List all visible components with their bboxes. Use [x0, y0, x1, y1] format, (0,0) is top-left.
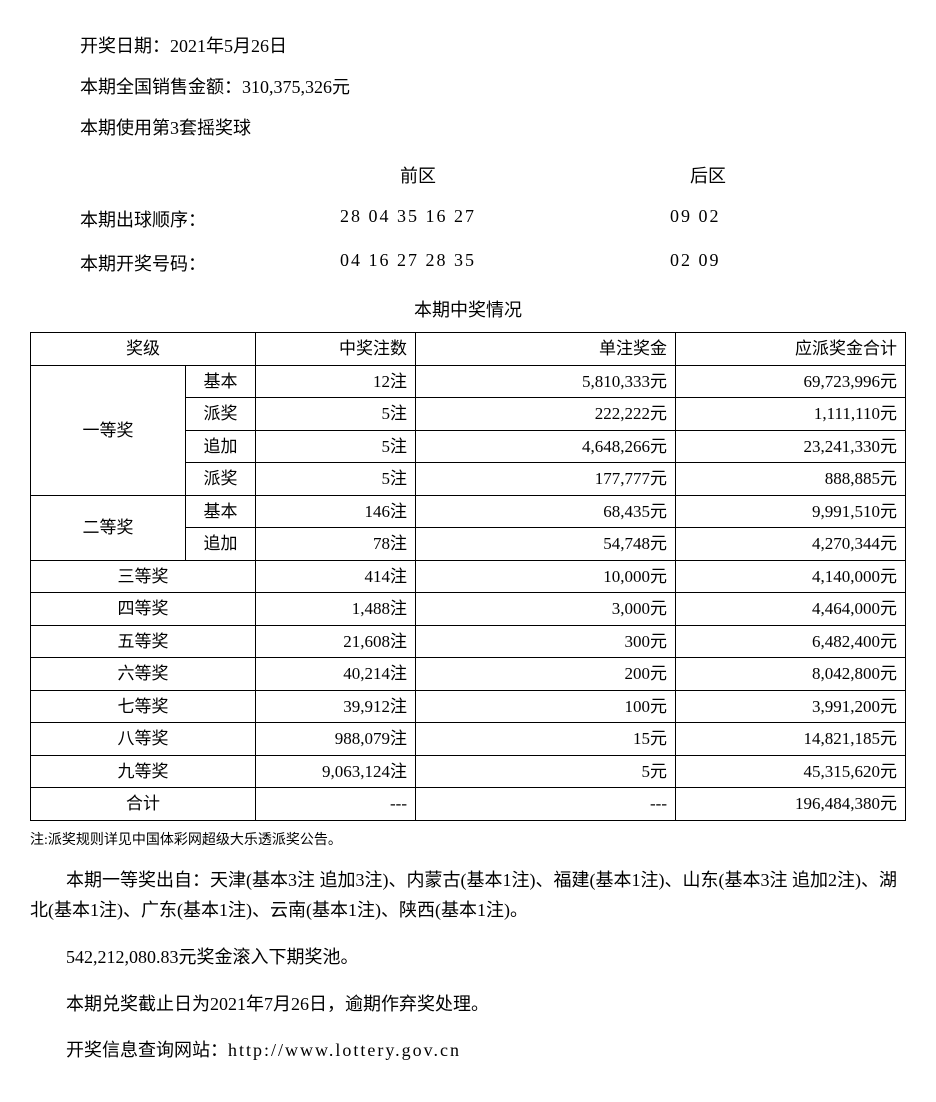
rollover-paragraph: 542,212,080.83元奖金滚入下期奖池。	[30, 942, 906, 973]
tier3-label: 三等奖	[31, 560, 256, 593]
table-row: 三等奖 414注 10,000元 4,140,000元	[31, 560, 906, 593]
cell-total: 69,723,996元	[676, 365, 906, 398]
cell-prize: 10,000元	[416, 560, 676, 593]
cell-prize: 300元	[416, 625, 676, 658]
cell-prize: 5,810,333元	[416, 365, 676, 398]
table-row: 一等奖 基本 12注 5,810,333元 69,723,996元	[31, 365, 906, 398]
draw-date-line: 开奖日期：2021年5月26日	[80, 32, 906, 61]
cell-prize: 68,435元	[416, 495, 676, 528]
cell-prize: 177,777元	[416, 463, 676, 496]
cell-total: 4,270,344元	[676, 528, 906, 561]
cell-prize: 5元	[416, 755, 676, 788]
table-row: 七等奖 39,912注 100元 3,991,200元	[31, 690, 906, 723]
draw-order-label: 本期出球顺序：	[80, 206, 340, 232]
table-row: 九等奖 9,063,124注 5元 45,315,620元	[31, 755, 906, 788]
cell-total: 4,140,000元	[676, 560, 906, 593]
table-row-sum: 合计 --- --- 196,484,380元	[31, 788, 906, 821]
footnote: 注:派奖规则详见中国体彩网超级大乐透派奖公告。	[30, 829, 906, 849]
website-paragraph: 开奖信息查询网站：http://www.lottery.gov.cn	[30, 1035, 906, 1066]
cell-prize: ---	[416, 788, 676, 821]
table-row: 四等奖 1,488注 3,000元 4,464,000元	[31, 593, 906, 626]
tier2-sub-basic: 基本	[186, 495, 256, 528]
cell-total: 23,241,330元	[676, 430, 906, 463]
cell-prize: 100元	[416, 690, 676, 723]
cell-count: 414注	[256, 560, 416, 593]
cell-prize: 15元	[416, 723, 676, 756]
deadline-paragraph: 本期兑奖截止日为2021年7月26日，逾期作弃奖处理。	[30, 989, 906, 1020]
header-total: 应派奖金合计	[676, 333, 906, 366]
back-area-header: 后区	[670, 162, 870, 188]
cell-count: 146注	[256, 495, 416, 528]
cell-total: 888,885元	[676, 463, 906, 496]
cell-count: 988,079注	[256, 723, 416, 756]
tier7-label: 七等奖	[31, 690, 256, 723]
website-label: 开奖信息查询网站：	[66, 1040, 228, 1060]
draw-order-front: 28 04 35 16 27	[340, 206, 670, 232]
cell-total: 14,821,185元	[676, 723, 906, 756]
draw-date-label: 开奖日期：	[80, 36, 170, 56]
cell-count: 1,488注	[256, 593, 416, 626]
header-count: 中奖注数	[256, 333, 416, 366]
cell-total: 1,111,110元	[676, 398, 906, 431]
draw-order-back: 09 02	[670, 206, 870, 232]
tier1-label: 一等奖	[31, 365, 186, 495]
win-number-front: 04 16 27 28 35	[340, 250, 670, 276]
cell-count: 9,063,124注	[256, 755, 416, 788]
cell-prize: 200元	[416, 658, 676, 691]
cell-total: 9,991,510元	[676, 495, 906, 528]
table-row: 五等奖 21,608注 300元 6,482,400元	[31, 625, 906, 658]
tier1-sub-basic: 基本	[186, 365, 256, 398]
cell-count: 5注	[256, 430, 416, 463]
cell-count: 40,214注	[256, 658, 416, 691]
tier1-sub-bonus1: 派奖	[186, 398, 256, 431]
cell-prize: 222,222元	[416, 398, 676, 431]
ball-set-line: 本期使用第3套摇奖球	[80, 114, 906, 143]
cell-total: 3,991,200元	[676, 690, 906, 723]
cell-count: 21,608注	[256, 625, 416, 658]
header-level: 奖级	[31, 333, 256, 366]
numbers-section: 前区 后区 本期出球顺序： 28 04 35 16 27 09 02 本期开奖号…	[80, 162, 906, 276]
tier2-sub-add: 追加	[186, 528, 256, 561]
table-row: 八等奖 988,079注 15元 14,821,185元	[31, 723, 906, 756]
cell-prize: 4,648,266元	[416, 430, 676, 463]
cell-count: 78注	[256, 528, 416, 561]
tier2-label: 二等奖	[31, 495, 186, 560]
cell-count: 12注	[256, 365, 416, 398]
cell-count: 39,912注	[256, 690, 416, 723]
cell-count: ---	[256, 788, 416, 821]
front-area-header: 前区	[340, 162, 670, 188]
tier9-label: 九等奖	[31, 755, 256, 788]
table-row: 二等奖 基本 146注 68,435元 9,991,510元	[31, 495, 906, 528]
cell-total: 45,315,620元	[676, 755, 906, 788]
tier8-label: 八等奖	[31, 723, 256, 756]
cell-total: 4,464,000元	[676, 593, 906, 626]
cell-total: 8,042,800元	[676, 658, 906, 691]
prize-table: 奖级 中奖注数 单注奖金 应派奖金合计 一等奖 基本 12注 5,810,333…	[30, 332, 906, 821]
cell-total: 6,482,400元	[676, 625, 906, 658]
tier1-sub-add: 追加	[186, 430, 256, 463]
sales-label: 本期全国销售金额：	[80, 77, 242, 97]
tier1-sub-bonus2: 派奖	[186, 463, 256, 496]
tier5-label: 五等奖	[31, 625, 256, 658]
table-header-row: 奖级 中奖注数 单注奖金 应派奖金合计	[31, 333, 906, 366]
winners-paragraph: 本期一等奖出自：天津(基本3注 追加3注)、内蒙古(基本1注)、福建(基本1注)…	[30, 865, 906, 926]
win-number-label: 本期开奖号码：	[80, 250, 340, 276]
sum-label: 合计	[31, 788, 256, 821]
draw-date: 2021年5月26日	[170, 36, 287, 56]
website-url: http://www.lottery.gov.cn	[228, 1040, 461, 1060]
table-row: 六等奖 40,214注 200元 8,042,800元	[31, 658, 906, 691]
sales-line: 本期全国销售金额：310,375,326元	[80, 73, 906, 102]
table-title: 本期中奖情况	[30, 296, 906, 322]
tier6-label: 六等奖	[31, 658, 256, 691]
cell-prize: 3,000元	[416, 593, 676, 626]
win-number-back: 02 09	[670, 250, 870, 276]
sales-amount: 310,375,326元	[242, 77, 350, 97]
header-prize: 单注奖金	[416, 333, 676, 366]
cell-count: 5注	[256, 463, 416, 496]
tier4-label: 四等奖	[31, 593, 256, 626]
cell-total: 196,484,380元	[676, 788, 906, 821]
cell-count: 5注	[256, 398, 416, 431]
cell-prize: 54,748元	[416, 528, 676, 561]
